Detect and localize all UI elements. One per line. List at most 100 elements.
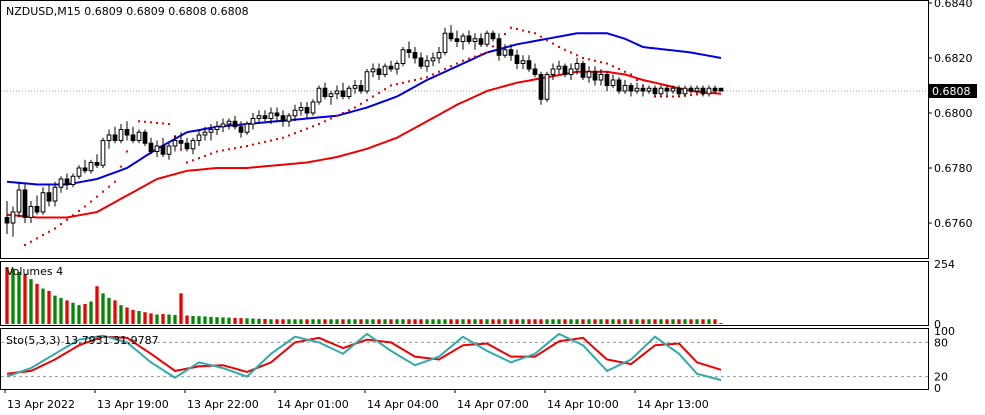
candle-bull xyxy=(244,123,250,133)
current-price-box xyxy=(929,84,977,98)
candle-bear xyxy=(448,32,454,40)
candle-bull xyxy=(364,71,370,92)
sar-dot xyxy=(618,68,620,70)
sar-dot xyxy=(450,65,452,68)
candle-bull xyxy=(586,71,592,78)
candle-bear xyxy=(34,206,40,213)
stochastic-signal-line xyxy=(6,335,722,375)
sar-dot xyxy=(366,99,368,102)
sar-dot xyxy=(108,185,110,188)
sar-dot xyxy=(234,147,236,150)
candle-bear xyxy=(358,85,364,92)
candle-bull xyxy=(610,79,616,86)
sar-dot xyxy=(390,84,392,87)
volume-bar xyxy=(203,316,207,324)
candle-bear xyxy=(148,142,154,152)
volume-bar xyxy=(665,319,669,324)
sar-dot xyxy=(420,77,422,80)
time-tick-label: 14 Apr 01:00 xyxy=(277,398,349,411)
volume-bar xyxy=(239,318,243,324)
sar-dot xyxy=(60,223,62,226)
sar-dot xyxy=(84,205,86,208)
candle-bull xyxy=(394,63,400,70)
sar-dot xyxy=(444,68,446,70)
sar-dot xyxy=(78,209,80,212)
candle-bear xyxy=(712,87,718,92)
candle-bear xyxy=(232,120,238,128)
sar-dot xyxy=(438,70,440,73)
volume-bar xyxy=(575,319,579,324)
candle-bull xyxy=(106,134,112,141)
candle-bull xyxy=(190,140,196,150)
candle-bull xyxy=(136,131,142,141)
sar-dot xyxy=(120,165,122,168)
candle-bear xyxy=(130,134,136,141)
volume-bar xyxy=(551,319,555,324)
volume-bar xyxy=(593,319,597,324)
volume-bar xyxy=(5,267,9,324)
sar-dot xyxy=(360,102,362,105)
sar-dot xyxy=(456,62,458,65)
sar-dot xyxy=(204,154,206,157)
volume-bar xyxy=(167,314,171,324)
candle-bear xyxy=(580,63,586,78)
candle-bear xyxy=(490,32,496,40)
sar-dot xyxy=(672,95,674,98)
candle-bull xyxy=(334,90,340,95)
volume-bar xyxy=(677,319,681,324)
volume-bar xyxy=(587,319,591,324)
volume-bar xyxy=(347,319,351,324)
candle-bull xyxy=(670,87,676,92)
sar-dot xyxy=(258,142,260,145)
volume-bar xyxy=(329,319,333,324)
sar-dot xyxy=(102,190,104,193)
sar-dot xyxy=(222,149,224,152)
volume-bar xyxy=(623,319,627,324)
volume-bar xyxy=(707,319,711,324)
sar-dot xyxy=(468,57,470,60)
lower-band-line xyxy=(6,70,722,219)
sar-dot xyxy=(546,39,548,42)
sar-dot xyxy=(564,48,566,51)
candle-bull xyxy=(634,87,640,92)
sar-dot xyxy=(216,150,218,153)
candle-bull xyxy=(76,167,82,177)
candle-bull xyxy=(568,68,574,75)
stochastic-indicator-title: Sto(5,3,3) 13.7931 31.9787 xyxy=(6,334,159,347)
time-tick-label: 13 Apr 22:00 xyxy=(187,398,259,411)
price-chart-title: NZDUSD,M15 0.6809 0.6809 0.6808 0.6808 xyxy=(6,5,249,18)
candle-bull xyxy=(172,140,178,147)
volume-bar xyxy=(119,305,123,324)
volume-bar xyxy=(611,319,615,324)
sar-dot xyxy=(516,28,518,31)
sar-dot xyxy=(354,106,356,109)
volume-bar xyxy=(275,319,279,324)
sar-dot xyxy=(330,117,332,120)
sar-dot xyxy=(162,122,164,125)
stochastic-tick-label: 80 xyxy=(934,336,948,349)
sar-dot xyxy=(240,146,242,149)
volume-bar xyxy=(143,312,147,324)
time-tick-label: 14 Apr 10:00 xyxy=(547,398,619,411)
stochastic-tick-label: 100 xyxy=(934,325,955,338)
volume-bar xyxy=(215,317,219,324)
volume-bar xyxy=(653,319,657,324)
candle-bear xyxy=(688,87,694,92)
candle-bull xyxy=(256,115,262,119)
candle-bull xyxy=(622,85,628,92)
volume-bar xyxy=(269,319,273,324)
volume-bar xyxy=(95,286,99,324)
candle-bear xyxy=(124,129,130,136)
sar-dot xyxy=(144,120,146,123)
candle-bull xyxy=(10,211,16,224)
volume-bar xyxy=(335,319,339,324)
volume-bar xyxy=(65,300,69,324)
sar-dot xyxy=(168,123,170,125)
stochastic-plot xyxy=(1,332,928,381)
volume-bar xyxy=(713,319,717,324)
volume-bar xyxy=(527,319,531,324)
volume-bar xyxy=(293,319,297,324)
candle-bear xyxy=(538,74,544,100)
volume-bar xyxy=(59,298,63,324)
sar-dot xyxy=(348,109,350,112)
